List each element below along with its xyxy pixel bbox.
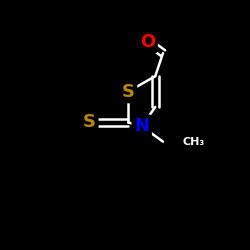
- Text: S: S: [122, 82, 134, 100]
- Text: N: N: [134, 117, 149, 135]
- Text: CH₃: CH₃: [182, 137, 204, 147]
- Text: O: O: [140, 32, 155, 50]
- Text: S: S: [83, 114, 96, 132]
